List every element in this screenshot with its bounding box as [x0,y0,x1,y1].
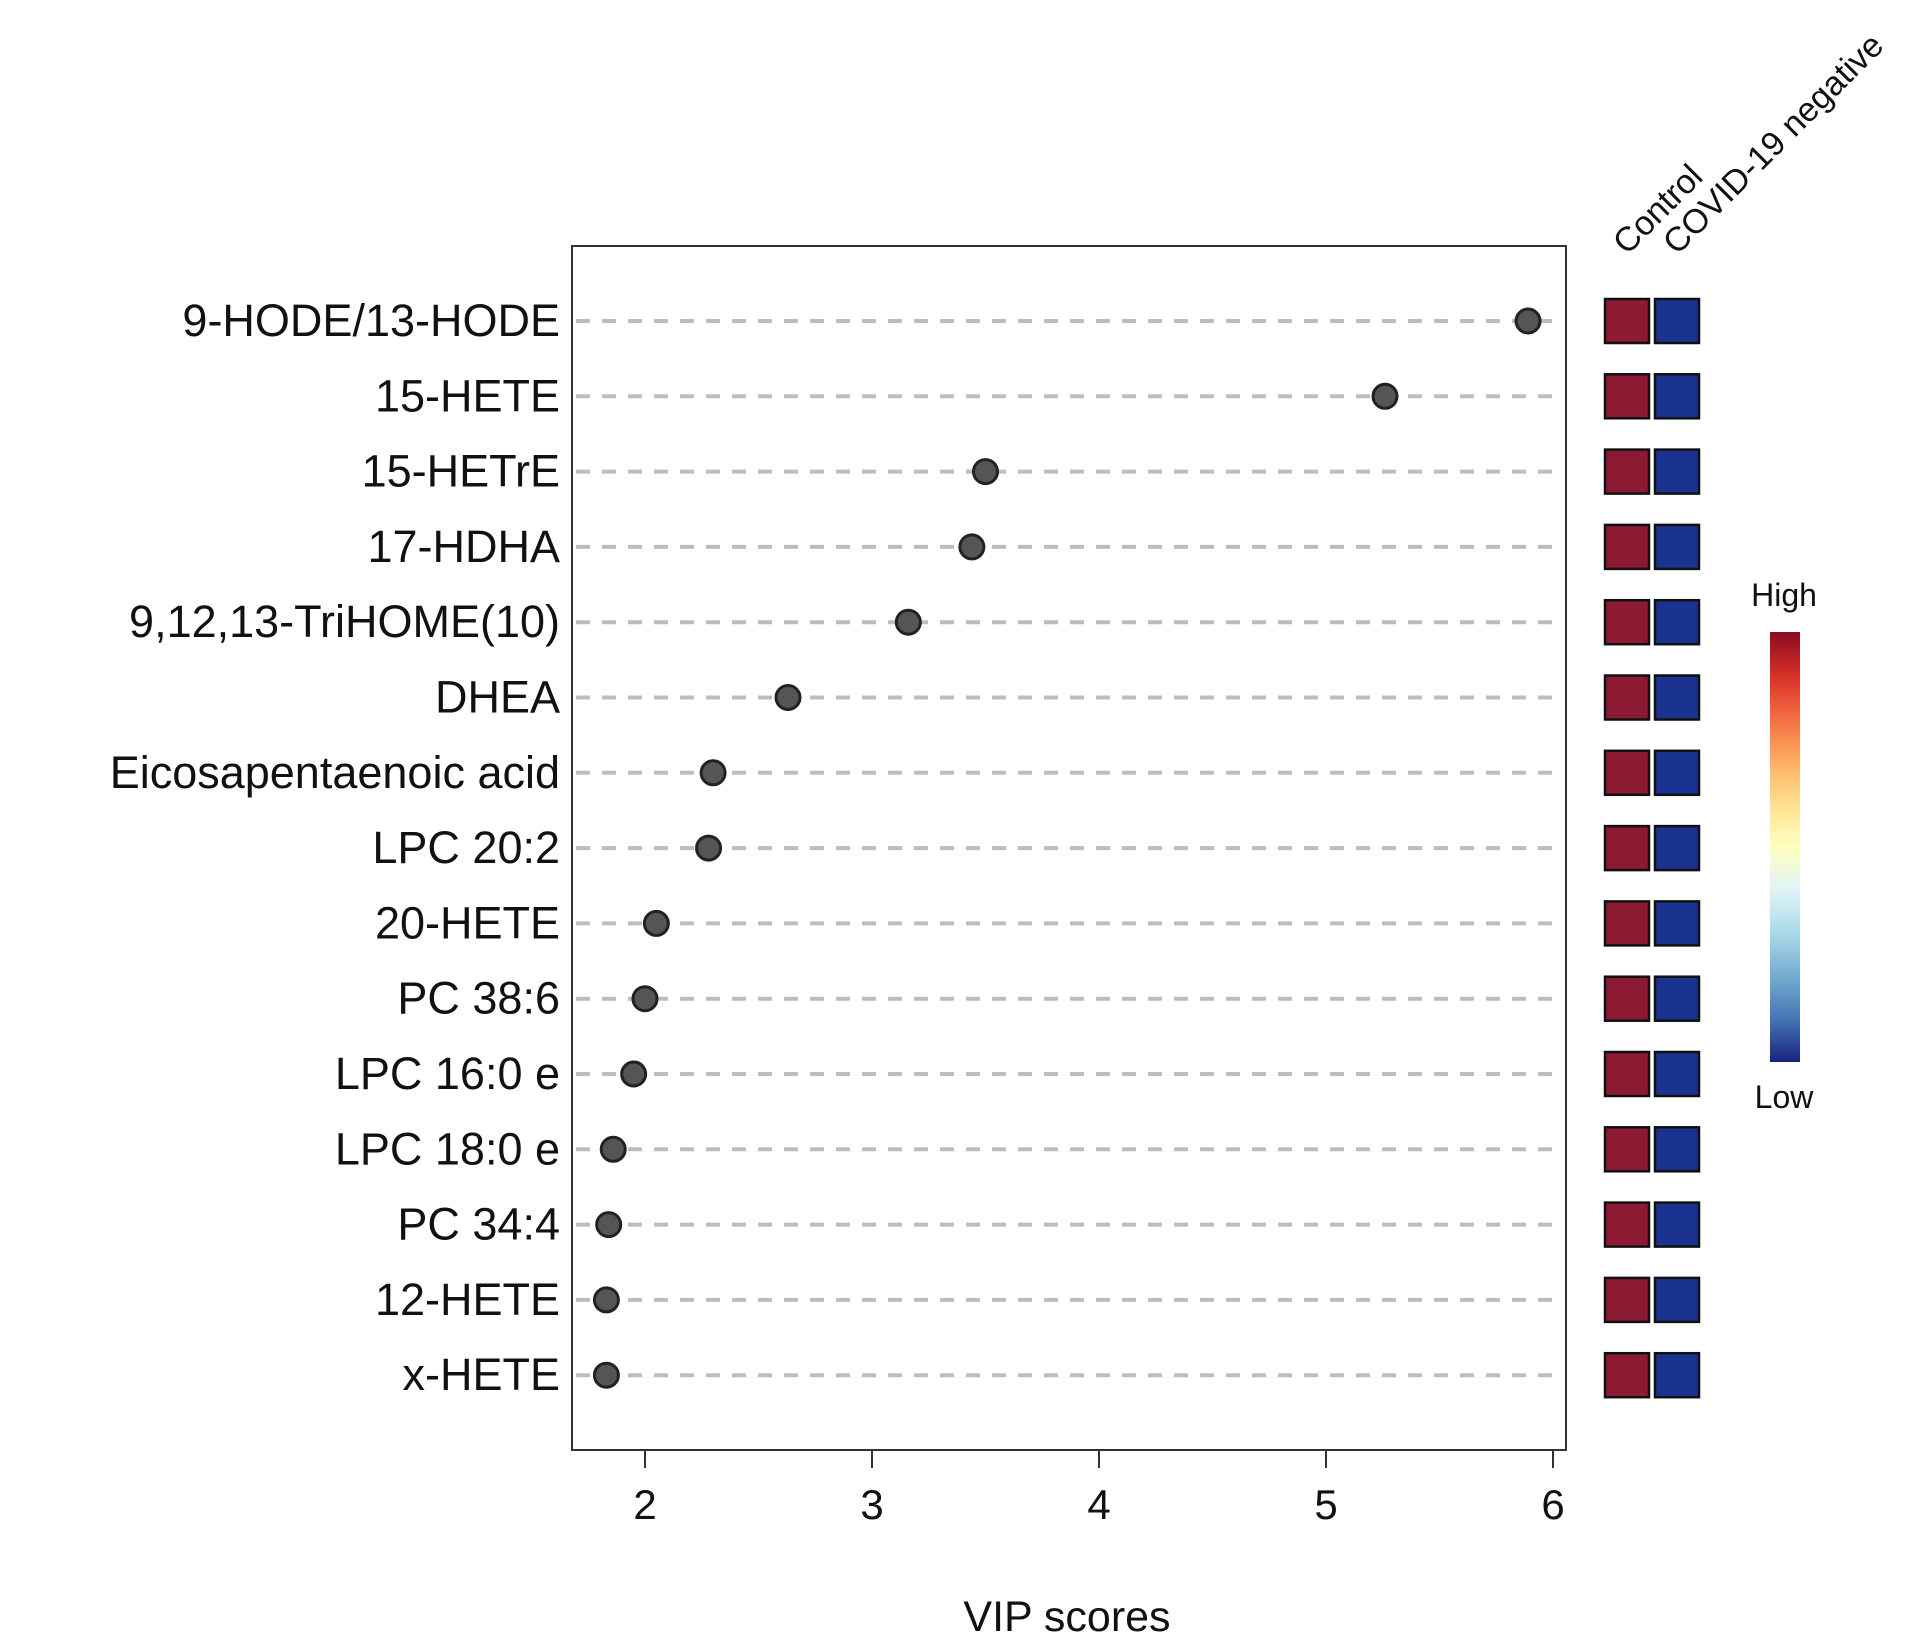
y-tick-label: 9-HODE/13-HODE [182,295,560,346]
heatmap-cell [1653,975,1701,1022]
heatmap-cell [1603,1126,1651,1173]
heatmap-cell [1603,448,1651,495]
data-point [1514,307,1542,335]
y-tick-label: LPC 20:2 [372,822,560,873]
x-axis: 2 3 4 5 6 [633,1450,1565,1528]
gridlines [576,319,1562,1378]
y-tick-label: 17-HDHA [367,521,560,572]
heatmap-cell [1603,523,1651,571]
data-point [774,684,802,711]
x-tick-label: 4 [1087,1481,1110,1528]
heatmap-cell [1653,900,1701,947]
data-point [972,458,999,486]
data-point [699,759,727,787]
data-point [1371,382,1399,410]
x-tick-label: 2 [633,1481,656,1528]
data-point [642,909,670,937]
y-tick-label: 15-HETrE [362,446,560,497]
heatmap-cell [1603,824,1651,872]
heatmap-cell [1653,749,1701,797]
y-tick-label: PC 34:4 [397,1199,560,1250]
heatmap-cell [1653,297,1701,345]
y-tick-label: Eicosapentaenoic acid [110,747,560,798]
heatmap-cell [1653,674,1701,721]
x-axis-title: VIP scores [963,1593,1170,1641]
heatmap-cell [1603,749,1651,797]
y-tick-label: x-HETE [403,1349,561,1400]
y-tick-label: 15-HETE [375,370,560,421]
heatmap-cell [1603,674,1651,721]
heatmap-cell [1603,1351,1651,1399]
data-point [592,1286,620,1314]
data-points [592,307,1542,1389]
y-tick-label: 12-HETE [375,1274,560,1325]
colorbar-low-label: Low [1755,1079,1815,1115]
x-tick-label: 5 [1314,1481,1337,1528]
heatmap-cell [1603,373,1651,420]
heatmap-cell [1653,598,1701,646]
data-point [620,1060,648,1088]
heatmap-cell [1653,1126,1701,1173]
heatmap-cell [1603,598,1651,646]
heatmap-column-label: COVID-19 negative [1656,26,1891,261]
colorbar-gradient [1770,632,1800,1062]
heatmap-cell [1603,1276,1651,1324]
heatmap-cell [1603,975,1651,1022]
colorbar: High Low [1751,577,1817,1115]
colorbar-high-label: High [1751,577,1817,613]
heatmap-cell [1603,1050,1651,1098]
heatmap-cell [1653,373,1701,420]
y-tick-label: LPC 18:0 e [335,1123,560,1174]
x-tick-label: 3 [860,1481,883,1528]
heatmap-cell [1653,1201,1701,1248]
data-point [958,533,986,561]
x-tick-label: 6 [1541,1481,1564,1528]
data-point [592,1361,620,1389]
data-point [894,608,922,636]
data-point [695,834,723,862]
heatmap-cell [1653,824,1701,872]
heatmap-cell [1653,448,1701,495]
heatmap-cell [1603,900,1651,947]
data-point [595,1211,623,1239]
heatmap-cell [1603,297,1651,345]
y-tick-label: LPC 16:0 e [335,1048,560,1099]
y-tick-label: PC 38:6 [397,973,560,1024]
heatmap-cell [1653,1276,1701,1324]
plot-frame [571,245,1567,1451]
heatmap-cell [1653,1351,1701,1399]
data-point [599,1135,627,1163]
heatmap-cell [1653,1050,1701,1098]
y-tick-label: DHEA [435,672,560,723]
y-axis-labels: 9-HODE/13-HODE 15-HETE 15-HETrE 17-HDHA 9,12… [110,295,560,1400]
heatmap-cell [1653,523,1701,571]
y-tick-label: 20-HETE [375,897,560,948]
data-point [631,985,659,1013]
y-tick-label: 9,12,13-TriHOME(10) [129,596,560,647]
heatmap-cell [1603,1201,1651,1248]
